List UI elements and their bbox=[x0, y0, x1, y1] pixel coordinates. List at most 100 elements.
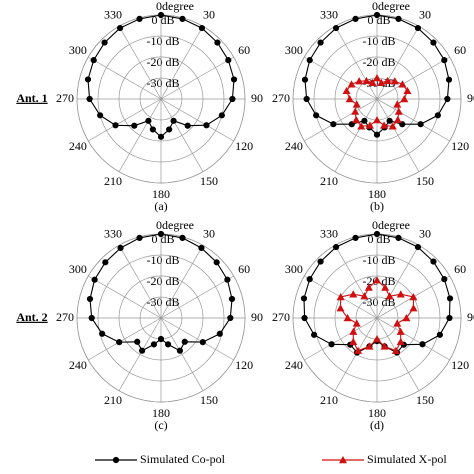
marker-circle bbox=[112, 122, 119, 129]
marker-circle bbox=[386, 117, 393, 124]
spoke bbox=[160, 317, 234, 361]
r-tick-label: -20 dB bbox=[147, 274, 180, 288]
theta-tick-label: 30 bbox=[419, 8, 431, 22]
marker-circle bbox=[86, 295, 94, 303]
r-tick-label: -10 dB bbox=[363, 34, 396, 48]
marker-circle bbox=[86, 95, 93, 103]
marker-circle bbox=[328, 341, 335, 348]
spoke bbox=[88, 98, 162, 142]
legend-label: Simulated X-pol bbox=[367, 452, 447, 466]
marker-circle bbox=[373, 230, 381, 238]
spoke bbox=[118, 245, 162, 319]
theta-tick-label: 90 bbox=[467, 91, 474, 105]
spoke bbox=[376, 98, 420, 172]
marker-circle bbox=[112, 456, 120, 464]
marker-circle bbox=[134, 338, 141, 345]
marker-triangle bbox=[343, 314, 352, 322]
spoke bbox=[304, 317, 378, 361]
marker-circle bbox=[218, 112, 225, 119]
marker-triangle bbox=[380, 342, 389, 350]
marker-triangle bbox=[357, 122, 366, 130]
marker-circle bbox=[157, 133, 165, 140]
marker-circle bbox=[225, 57, 232, 64]
marker-triangle bbox=[373, 116, 381, 124]
theta-tick-label: 0degree bbox=[156, 0, 194, 13]
theta-tick-label: 270 bbox=[56, 91, 74, 105]
marker-circle bbox=[313, 112, 320, 119]
theta-tick-label: 270 bbox=[56, 310, 74, 324]
theta-tick-label: 120 bbox=[235, 358, 253, 372]
theta-tick-label: 150 bbox=[416, 393, 434, 407]
marker-triangle bbox=[342, 86, 351, 95]
marker-circle bbox=[179, 15, 186, 22]
marker-circle bbox=[150, 341, 158, 348]
spoke bbox=[160, 245, 204, 319]
marker-triangle bbox=[373, 335, 381, 343]
r-tick-label: -10 dB bbox=[363, 253, 396, 267]
theta-tick-label: 60 bbox=[454, 262, 466, 276]
marker-circle bbox=[97, 112, 104, 119]
marker-triangle bbox=[398, 80, 407, 88]
theta-tick-label: 0degree bbox=[372, 0, 410, 13]
spoke bbox=[88, 275, 162, 319]
marker-circle bbox=[91, 276, 98, 283]
theta-tick-label: 30 bbox=[419, 227, 431, 241]
marker-circle bbox=[149, 126, 156, 133]
marker-triangle bbox=[360, 292, 369, 300]
subplot-label: (d) bbox=[370, 418, 384, 432]
marker-circle bbox=[179, 234, 186, 241]
marker-triangle bbox=[339, 456, 347, 464]
marker-triangle bbox=[396, 337, 405, 345]
theta-tick-label: 330 bbox=[104, 227, 122, 241]
spoke bbox=[376, 26, 420, 100]
row-label: Ant. 2 bbox=[16, 310, 47, 324]
marker-triangle bbox=[352, 100, 361, 108]
marker-circle bbox=[430, 39, 437, 46]
marker-triangle bbox=[377, 78, 386, 86]
theta-tick-label: 330 bbox=[104, 8, 122, 22]
marker-triangle bbox=[385, 292, 394, 300]
marker-triangle bbox=[345, 95, 354, 103]
spoke bbox=[160, 98, 204, 172]
marker-circle bbox=[414, 243, 422, 251]
marker-circle bbox=[446, 295, 454, 302]
marker-circle bbox=[373, 131, 381, 138]
marker-triangle bbox=[388, 122, 397, 130]
theta-tick-label: 0degree bbox=[156, 218, 194, 232]
spoke bbox=[118, 98, 162, 172]
theta-tick-label: 60 bbox=[454, 43, 466, 57]
marker-circle bbox=[311, 331, 318, 338]
marker-circle bbox=[157, 11, 165, 19]
theta-tick-label: 120 bbox=[451, 139, 469, 153]
spoke bbox=[160, 56, 234, 100]
theta-tick-label: 240 bbox=[285, 139, 303, 153]
spoke bbox=[88, 317, 162, 361]
theta-tick-label: 150 bbox=[200, 393, 218, 407]
marker-circle bbox=[176, 347, 183, 354]
marker-circle bbox=[145, 117, 152, 124]
marker-circle bbox=[436, 331, 443, 338]
theta-tick-label: 30 bbox=[203, 8, 215, 22]
theta-tick-label: 330 bbox=[320, 227, 338, 241]
marker-circle bbox=[306, 57, 313, 64]
marker-circle bbox=[157, 230, 165, 238]
marker-triangle bbox=[391, 346, 400, 354]
marker-circle bbox=[139, 347, 146, 354]
marker-triangle bbox=[396, 327, 405, 335]
marker-triangle bbox=[365, 121, 374, 129]
marker-circle bbox=[352, 15, 359, 22]
marker-triangle bbox=[336, 293, 345, 301]
marker-circle bbox=[317, 39, 324, 46]
r-tick-label: -10 dB bbox=[147, 253, 180, 267]
marker-triangle bbox=[347, 80, 356, 88]
marker-circle bbox=[395, 234, 402, 241]
marker-circle bbox=[99, 330, 106, 337]
marker-circle bbox=[419, 341, 426, 348]
theta-tick-label: 210 bbox=[104, 174, 122, 188]
marker-circle bbox=[446, 314, 453, 322]
theta-tick-label: 210 bbox=[104, 393, 122, 407]
marker-triangle bbox=[352, 115, 361, 123]
marker-circle bbox=[90, 57, 97, 64]
spoke bbox=[376, 98, 450, 142]
marker-circle bbox=[84, 76, 92, 83]
